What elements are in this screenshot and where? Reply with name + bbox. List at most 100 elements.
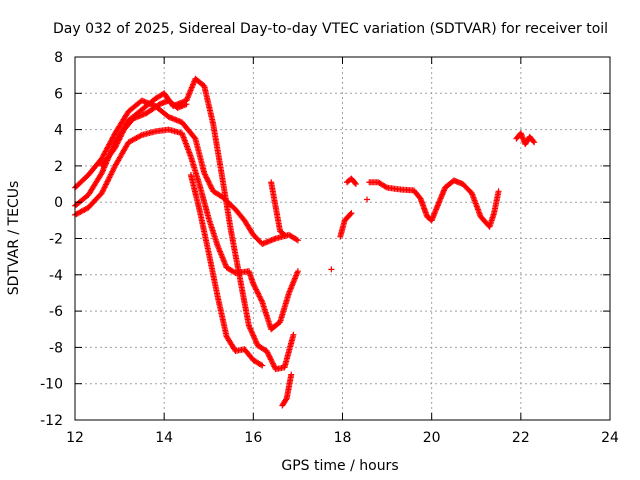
data-point (118, 130, 125, 137)
data-point (255, 290, 262, 297)
x-axis-label: GPS time / hours (281, 458, 398, 474)
data-point (206, 179, 213, 186)
y-tick-label: -2 (49, 232, 63, 248)
data-point (266, 353, 273, 360)
data-point (250, 280, 257, 287)
series-track-b (72, 126, 301, 333)
data-point (348, 210, 355, 217)
x-tick-label: 24 (601, 430, 619, 446)
series-track-j (343, 175, 359, 188)
y-tick-label: 4 (54, 123, 63, 139)
x-axis-ticks: 12 14 16 18 20 22 24 (66, 57, 619, 446)
data-point (251, 282, 258, 289)
data-point (347, 211, 354, 218)
data-point (259, 362, 266, 369)
data-point (293, 236, 300, 243)
data-point (116, 136, 123, 143)
data-point (256, 293, 263, 300)
data-point (269, 360, 276, 367)
data-point (119, 129, 126, 136)
y-tick-label: -6 (49, 304, 63, 320)
data-point (203, 174, 210, 181)
data-point (258, 297, 265, 304)
data-point (265, 350, 272, 357)
data-point (208, 184, 215, 191)
data-point (113, 141, 120, 148)
grid-lines (75, 57, 610, 420)
data-point (257, 296, 264, 303)
y-tick-label: 8 (54, 50, 63, 66)
series-track-a (72, 97, 301, 247)
data-point (283, 396, 290, 403)
series-track-i (337, 210, 355, 240)
data-point (531, 139, 538, 146)
data-point (254, 289, 261, 296)
data-point (207, 182, 214, 189)
data-point (253, 287, 260, 294)
data-point (269, 359, 276, 366)
data-point (263, 348, 270, 355)
x-tick-label: 18 (334, 430, 352, 446)
chart-title: Day 032 of 2025, Sidereal Day-to-day VTE… (53, 21, 608, 37)
data-point (112, 143, 119, 150)
series-track-m (513, 130, 538, 148)
data-point (351, 179, 358, 186)
data-point (183, 101, 190, 108)
data-point (267, 356, 274, 363)
data-point (117, 133, 124, 140)
series-track-c (72, 75, 297, 373)
y-tick-label: -12 (40, 413, 63, 429)
data-point (530, 138, 537, 145)
data-point (268, 357, 275, 364)
x-tick-label: 22 (512, 430, 530, 446)
series-track-k (364, 196, 371, 203)
data-point (294, 268, 301, 275)
data-point (208, 185, 215, 192)
data-point (288, 371, 295, 378)
data-point (382, 183, 389, 190)
series-track-e (187, 171, 266, 369)
data-point (251, 283, 258, 290)
data-point (270, 361, 277, 368)
x-tick-label: 14 (155, 430, 173, 446)
y-axis-ticks: -12 -10 -8 -6 -4 -2 0 2 4 6 8 (40, 50, 610, 429)
data-point (267, 355, 274, 362)
series-track-g (279, 371, 295, 409)
data-point (114, 140, 121, 147)
data-point (137, 132, 144, 139)
data-markers (72, 75, 538, 409)
y-axis-label: SDTVAR / TECUs (6, 181, 22, 296)
data-point (255, 292, 262, 299)
data-point (191, 134, 198, 141)
data-point (495, 188, 502, 195)
data-point (253, 286, 260, 293)
data-point (352, 181, 359, 188)
data-point (205, 178, 212, 185)
series-track-h (328, 266, 335, 273)
data-point (118, 132, 125, 139)
data-point (290, 331, 297, 338)
data-point (264, 349, 271, 356)
data-point (265, 352, 272, 359)
data-point (201, 171, 208, 178)
data-point (202, 172, 209, 179)
y-tick-label: -4 (49, 268, 63, 284)
y-tick-label: -10 (40, 377, 63, 393)
data-point (115, 137, 122, 144)
data-point (206, 181, 213, 188)
data-point (201, 170, 208, 177)
x-tick-label: 20 (423, 430, 441, 446)
data-point (257, 294, 264, 301)
data-point (328, 266, 335, 273)
data-point (114, 139, 121, 146)
data-point (204, 177, 211, 184)
data-point (281, 231, 288, 238)
x-tick-label: 16 (244, 430, 262, 446)
data-point (112, 144, 119, 151)
y-tick-label: 0 (54, 195, 63, 211)
data-point (257, 361, 264, 368)
series-track-f (268, 179, 288, 238)
data-point (364, 196, 371, 203)
series-track-l (366, 177, 502, 230)
